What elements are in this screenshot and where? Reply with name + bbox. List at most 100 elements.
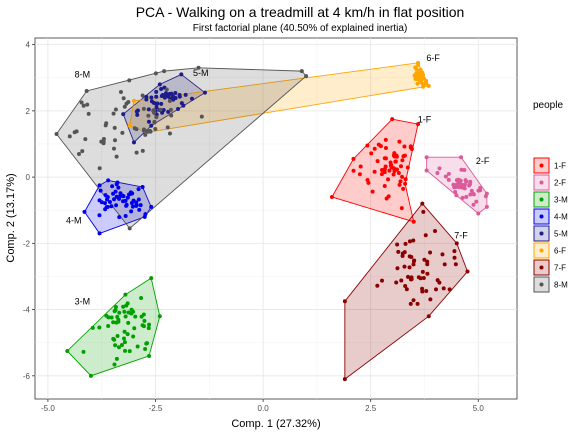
point-5-m [155,101,160,106]
point-8-m [67,134,72,139]
point-3-m [127,349,132,354]
point-8-m [118,90,123,95]
point-2-f [471,192,476,197]
point-5-m [160,110,165,115]
point-7-f [441,286,446,291]
point-3-m [97,325,102,330]
point-2-f [461,183,466,188]
point-4-m [124,203,129,208]
legend-item-2-f: 2-F [533,174,566,191]
point-3-m [123,314,128,319]
point-1-f [386,194,391,199]
point-8-m [86,111,91,116]
point-8-m [164,87,169,92]
point-4-m [123,214,128,219]
point-1-f [399,206,404,211]
point-1-f [400,158,405,163]
point-7-f [447,287,452,292]
point-2-f [464,194,469,199]
x-axis-ticks: -5.0 -2.5 0.0 2.5 5.0 [41,399,484,413]
point-8-m [162,69,167,74]
point-3-m [141,312,146,317]
legend-marker-3-m [539,197,544,202]
point-2-f [468,179,473,184]
point-3-m [143,347,148,352]
point-1-f [397,139,402,144]
point-1-f [396,170,401,175]
point-4-m [120,193,125,198]
point-7-f [403,241,408,246]
legend: people 1-F 2-F 3-M 4-M 5-M 6-F 7-F 8-M [533,100,568,293]
point-6-f [417,70,422,75]
legend-marker-7-f [539,265,544,270]
point-1-f [401,186,406,191]
legend-label-4-m: 4-M [554,213,568,222]
point-7-f [452,249,457,254]
point-4-m [140,185,145,190]
point-7-f [421,275,426,280]
point-6-f [127,123,132,128]
legend-marker-2-f [539,180,544,185]
point-8-m [140,93,145,98]
point-7-f [394,280,399,285]
point-3-m [115,314,120,319]
legend-label-2-f: 2-F [554,179,566,188]
point-6-f [413,65,418,70]
point-1-f [393,159,398,164]
point-5-m [160,92,165,97]
point-3-m [116,345,121,350]
point-7-f [403,284,408,289]
point-3-m [112,362,117,367]
point-6-f [415,81,420,86]
point-8-m [112,125,117,130]
point-4-m [97,198,102,203]
legend-label-7-f: 7-F [554,264,566,273]
point-2-f [476,211,481,216]
point-5-m [134,109,139,114]
point-2-f [469,188,474,193]
point-8-m [141,127,146,132]
point-5-m [149,123,154,128]
point-6-f [421,82,426,87]
legend-item-7-f: 7-F [533,259,566,276]
point-5-m [157,82,162,87]
point-4-m [114,182,119,187]
point-4-m [136,197,141,202]
point-4-m [103,193,108,198]
point-8-m [84,88,89,93]
point-4-m [126,192,131,197]
point-4-m [107,200,112,205]
point-4-m [123,198,128,203]
points-layer [54,60,489,382]
point-8-m [72,130,77,135]
point-8-m [154,115,159,120]
y-axis-ticks: 4 2 0 -2 -4 -6 [23,41,35,381]
legend-marker-1-f [539,163,544,168]
point-3-m [135,344,140,349]
point-8-m [167,98,172,103]
legend-label-8-m: 8-M [554,281,568,290]
point-4-m [106,178,111,183]
point-8-m [85,102,90,107]
point-7-f [453,262,458,267]
point-4-m [117,215,122,220]
point-5-m [154,94,159,99]
point-8-m [146,113,151,118]
group-label-5-m: 5-M [193,68,209,78]
point-1-f [394,154,399,159]
point-6-f [421,72,426,77]
point-2-f [446,171,451,176]
point-3-m [144,341,149,346]
point-8-m [153,126,158,131]
point-8-m [165,125,170,130]
point-8-m [199,114,204,119]
point-2-f [424,168,429,173]
point-8-m [140,148,145,153]
point-4-m [125,195,130,200]
point-7-f [428,297,433,302]
point-3-m [147,322,152,327]
legend-label-1-f: 1-F [554,162,566,171]
point-3-m [149,276,154,281]
point-4-m [116,185,121,190]
point-3-m [117,310,122,315]
